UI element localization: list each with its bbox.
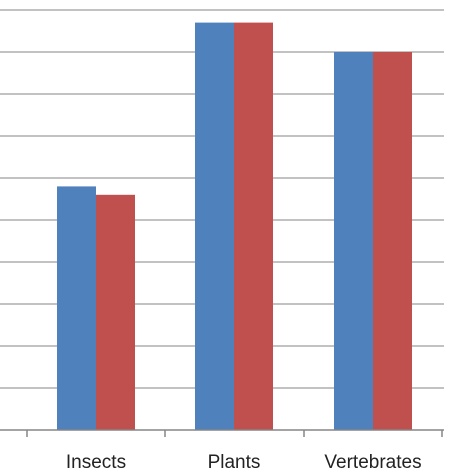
category-label-vertebrates: Vertebrates bbox=[324, 452, 421, 473]
x-axis bbox=[0, 429, 444, 437]
bar-plants-series-1 bbox=[195, 22, 234, 430]
bar-plants-series-2 bbox=[234, 22, 273, 430]
bar-vertebrates-series-1 bbox=[334, 52, 373, 430]
category-label-insects: Insects bbox=[66, 452, 126, 473]
category-labels: Insects Plants Vertebrates bbox=[66, 452, 422, 473]
bar-vertebrates-series-2 bbox=[373, 52, 412, 430]
bars bbox=[57, 22, 412, 430]
bar-insects-series-1 bbox=[57, 186, 96, 430]
category-label-plants: Plants bbox=[208, 452, 261, 473]
bar-insects-series-2 bbox=[96, 194, 135, 430]
